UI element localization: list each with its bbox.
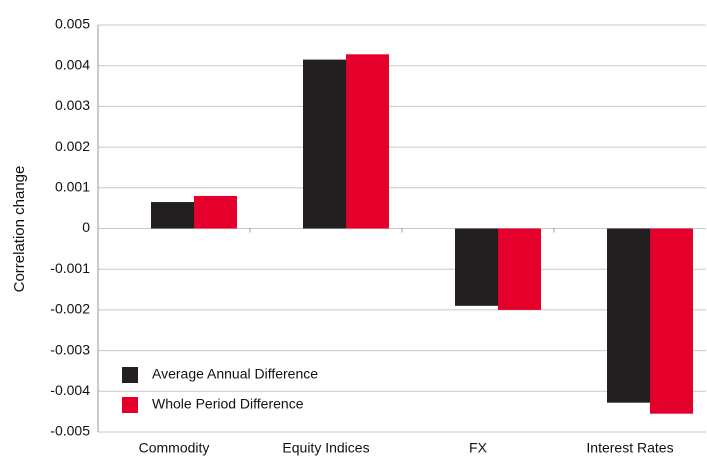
bar (650, 228, 693, 414)
y-axis-label: Correlation change (11, 166, 28, 293)
bar (194, 195, 237, 229)
y-tick-label: -0.003 (50, 341, 90, 357)
y-tick-label: -0.002 (50, 301, 90, 317)
y-tick-label: 0 (82, 219, 90, 235)
legend-label: Whole Period Difference (152, 396, 304, 412)
bar (455, 228, 498, 306)
bar (498, 228, 541, 310)
bar (346, 54, 389, 229)
legend-label: Average Annual Difference (152, 366, 318, 382)
bar (303, 59, 346, 229)
y-tick-label: 0.005 (55, 16, 90, 32)
bar (607, 228, 650, 403)
bar (151, 202, 194, 229)
y-tick-label: 0.003 (55, 97, 90, 113)
x-tick-label: FX (469, 440, 488, 456)
y-tick-label: 0.001 (55, 179, 90, 195)
y-tick-label: 0.004 (55, 56, 90, 72)
x-tick-label: Equity Indices (282, 440, 369, 456)
x-tick-label: Interest Rates (586, 440, 673, 456)
y-tick-label: -0.005 (50, 423, 90, 439)
y-tick-label: 0.002 (55, 138, 90, 154)
legend-swatch (122, 397, 138, 413)
y-tick-label: -0.004 (50, 382, 90, 398)
legend-swatch (122, 367, 138, 383)
x-tick-label: Commodity (139, 440, 210, 456)
y-tick-label: -0.001 (50, 260, 90, 276)
